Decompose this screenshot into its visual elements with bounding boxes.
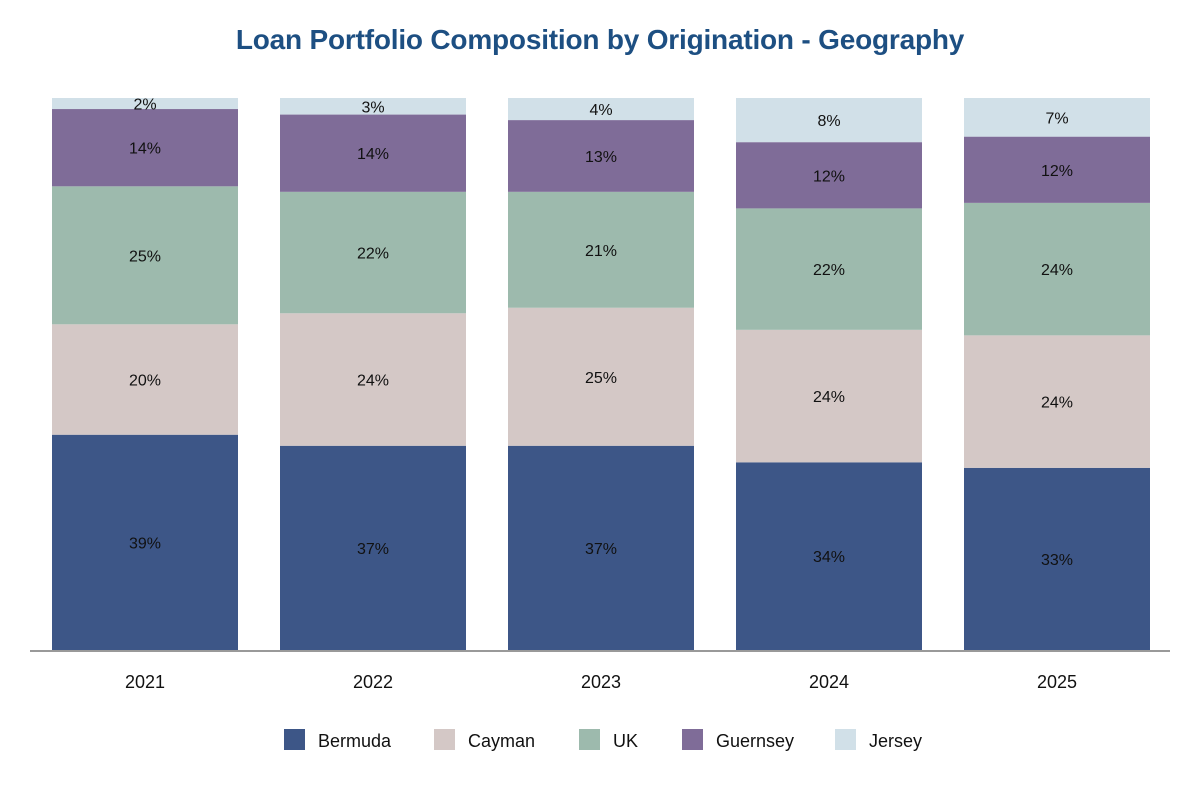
legend: Bermuda Cayman UK Guernsey Jersey bbox=[284, 729, 922, 751]
x-tick-labels: 2021 2022 2023 2024 2025 bbox=[125, 672, 1077, 692]
data-label-guernsey-2022: 14% bbox=[357, 146, 389, 163]
data-label-bermuda-2025: 33% bbox=[1041, 552, 1073, 569]
bar-jersey-2024 bbox=[736, 98, 922, 143]
data-label-uk-2024: 22% bbox=[813, 262, 845, 279]
bar-uk-2022 bbox=[280, 191, 466, 314]
data-label-guernsey-2024: 12% bbox=[813, 168, 845, 185]
data-label-jersey-2024: 8% bbox=[817, 113, 840, 130]
bars-group: 39% 20% 25% 14% 2% 37% 24% 22% 14% 3% 37% 25% 21% 13%… bbox=[52, 97, 1150, 650]
legend-swatch-cayman bbox=[434, 729, 455, 750]
legend-label-guernsey: Guernsey bbox=[716, 731, 794, 751]
data-label-jersey-2022: 3% bbox=[361, 99, 384, 116]
data-label-uk-2022: 22% bbox=[357, 246, 389, 263]
bar-bermuda-2025 bbox=[964, 467, 1150, 650]
bar-cayman-2022 bbox=[280, 313, 466, 446]
bar-uk-2025 bbox=[964, 202, 1150, 336]
legend-label-cayman: Cayman bbox=[468, 731, 535, 751]
x-tick-label-2023: 2023 bbox=[581, 672, 621, 692]
data-label-jersey-2023: 4% bbox=[589, 102, 612, 119]
data-label-guernsey-2023: 13% bbox=[585, 149, 617, 166]
data-label-uk-2025: 24% bbox=[1041, 262, 1073, 279]
bar-jersey-2025 bbox=[964, 98, 1150, 137]
data-label-guernsey-2021: 14% bbox=[129, 141, 161, 158]
x-tick-label-2024: 2024 bbox=[809, 672, 849, 692]
data-label-bermuda-2022: 37% bbox=[357, 541, 389, 558]
bar-guernsey-2023 bbox=[508, 120, 694, 192]
data-label-uk-2023: 21% bbox=[585, 243, 617, 260]
data-label-jersey-2021: 2% bbox=[133, 97, 156, 114]
bar-cayman-2024 bbox=[736, 329, 922, 463]
x-tick-label-2025: 2025 bbox=[1037, 672, 1077, 692]
bar-bermuda-2023 bbox=[508, 445, 694, 650]
legend-swatch-bermuda bbox=[284, 729, 305, 750]
bar-cayman-2021 bbox=[52, 324, 238, 435]
data-label-jersey-2025: 7% bbox=[1045, 110, 1068, 127]
x-tick-label-2022: 2022 bbox=[353, 672, 393, 692]
legend-swatch-uk bbox=[579, 729, 600, 750]
bar-bermuda-2021 bbox=[52, 434, 238, 650]
bar-jersey-2022 bbox=[280, 98, 466, 115]
bar-bermuda-2022 bbox=[280, 445, 466, 650]
bar-cayman-2023 bbox=[508, 307, 694, 446]
bar-bermuda-2024 bbox=[736, 462, 922, 650]
data-label-guernsey-2025: 12% bbox=[1041, 163, 1073, 180]
bar-jersey-2023 bbox=[508, 98, 694, 121]
bar-uk-2023 bbox=[508, 191, 694, 308]
bar-cayman-2025 bbox=[964, 335, 1150, 468]
legend-swatch-guernsey bbox=[682, 729, 703, 750]
bar-guernsey-2024 bbox=[736, 142, 922, 209]
x-tick-label-2021: 2021 bbox=[125, 672, 165, 692]
data-label-bermuda-2024: 34% bbox=[813, 549, 845, 566]
bar-uk-2024 bbox=[736, 208, 922, 330]
data-label-cayman-2025: 24% bbox=[1041, 395, 1073, 412]
data-label-cayman-2022: 24% bbox=[357, 373, 389, 390]
legend-label-uk: UK bbox=[613, 731, 638, 751]
bar-guernsey-2025 bbox=[964, 136, 1150, 203]
data-label-cayman-2023: 25% bbox=[585, 370, 617, 387]
bar-guernsey-2021 bbox=[52, 109, 238, 187]
legend-label-jersey: Jersey bbox=[869, 731, 922, 751]
data-label-uk-2021: 25% bbox=[129, 248, 161, 265]
data-label-cayman-2021: 20% bbox=[129, 373, 161, 390]
chart-title: Loan Portfolio Composition by Originatio… bbox=[235, 24, 965, 55]
bar-uk-2021 bbox=[52, 186, 238, 325]
bar-jersey-2021 bbox=[52, 98, 238, 110]
legend-swatch-jersey bbox=[835, 729, 856, 750]
data-label-bermuda-2021: 39% bbox=[129, 535, 161, 552]
data-label-cayman-2024: 24% bbox=[813, 389, 845, 406]
data-label-bermuda-2023: 37% bbox=[585, 541, 617, 558]
legend-label-bermuda: Bermuda bbox=[318, 731, 392, 751]
bar-guernsey-2022 bbox=[280, 114, 466, 192]
